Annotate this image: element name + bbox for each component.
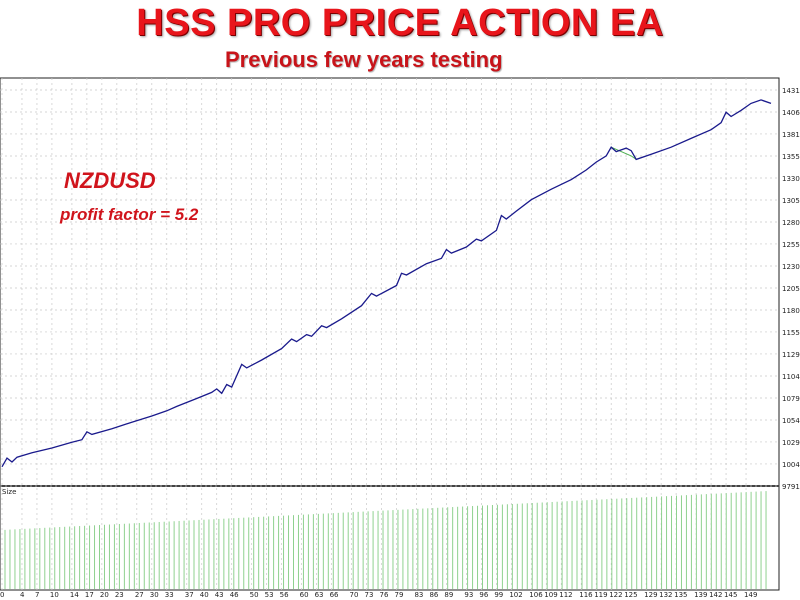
x-tick-label: 79 [394,591,403,599]
x-tick-label: 33 [165,591,174,599]
y-axis-labels: 9791 10043 10294 10545 10796 11047 11299 11550 1… [782,87,800,491]
y-tick-label: 10796 [782,395,800,403]
x-tick-label: 99 [494,591,503,599]
size-panel-label: Size [2,488,16,496]
x-tick-label: 60 [300,591,309,599]
y-tick-label: 12052 [782,285,800,293]
x-tick-label: 125 [624,591,637,599]
x-tick-label: 96 [479,591,488,599]
x-tick-label: 122 [609,591,622,599]
x-tick-label: 37 [185,591,194,599]
x-axis-labels: 0 4 7 10 14 17 20 23 27 30 33 37 40 43 46 50 53 56 60 63 66 7… [0,591,757,599]
x-tick-label: 70 [350,591,359,599]
y-tick-label: 9791 [782,483,800,491]
x-tick-label: 132 [659,591,672,599]
x-tick-label: 27 [135,591,144,599]
y-tick-label: 13308 [782,175,800,183]
drawdown-line [610,146,637,160]
y-tick-label: 10545 [782,417,800,425]
x-tick-label: 93 [464,591,473,599]
x-tick-label: 116 [579,591,593,599]
x-tick-label: 89 [444,591,453,599]
x-tick-label: 142 [709,591,722,599]
x-tick-label: 4 [20,591,25,599]
x-tick-label: 76 [380,591,389,599]
y-tick-label: 12303 [782,263,800,271]
chart-title: HSS PRO PRICE ACTION EA [136,2,664,44]
main-panel-frame [0,77,780,487]
y-tick-label: 12806 [782,219,800,227]
x-tick-label: 73 [365,591,374,599]
size-bars [4,491,767,589]
x-tick-label: 86 [429,591,438,599]
x-tick-label: 139 [694,591,707,599]
x-tick-label: 135 [674,591,687,599]
x-tick-label: 53 [265,591,274,599]
x-tick-label: 20 [100,591,109,599]
x-tick-label: 83 [414,591,423,599]
symbol-label: NZDUSD [64,168,156,193]
y-tick-label: 11550 [782,329,800,337]
y-tick-label: 11047 [782,373,800,381]
y-tick-label: 11299 [782,351,800,359]
x-tick-label: 17 [85,591,94,599]
x-tick-label: 0 [0,591,4,599]
x-tick-label: 50 [250,591,259,599]
y-tick-label: 10294 [782,439,800,447]
x-tick-label: 23 [115,591,124,599]
y-tick-label: 12555 [782,241,800,249]
y-tick-label: 13057 [782,197,800,205]
x-tick-label: 145 [724,591,737,599]
x-tick-label: 63 [315,591,324,599]
x-tick-label: 109 [544,591,557,599]
x-tick-label: 40 [200,591,209,599]
x-tick-label: 119 [594,591,607,599]
x-tick-label: 106 [529,591,543,599]
x-tick-label: 10 [50,591,59,599]
x-tick-label: 14 [70,591,79,599]
x-tick-label: 30 [150,591,159,599]
x-tick-label: 46 [230,591,239,599]
x-tick-label: 129 [644,591,657,599]
x-tick-label: 56 [280,591,289,599]
profit-factor-label: profit factor = 5.2 [60,205,199,224]
x-tick-label: 112 [559,591,572,599]
equity-line [1,99,772,468]
y-tick-label: 13559 [782,153,800,161]
vertical-gridlines [1,78,747,590]
y-tick-label: 14062 [782,109,800,117]
x-tick-label: 149 [744,591,757,599]
y-tick-label: 10043 [782,461,800,469]
x-tick-label: 7 [35,591,39,599]
x-tick-label: 66 [330,591,339,599]
y-tick-label: 14313 [782,87,800,95]
x-tick-label: 102 [509,591,522,599]
chart-subtitle: Previous few years testing [225,47,503,72]
x-tick-label: 43 [215,591,224,599]
